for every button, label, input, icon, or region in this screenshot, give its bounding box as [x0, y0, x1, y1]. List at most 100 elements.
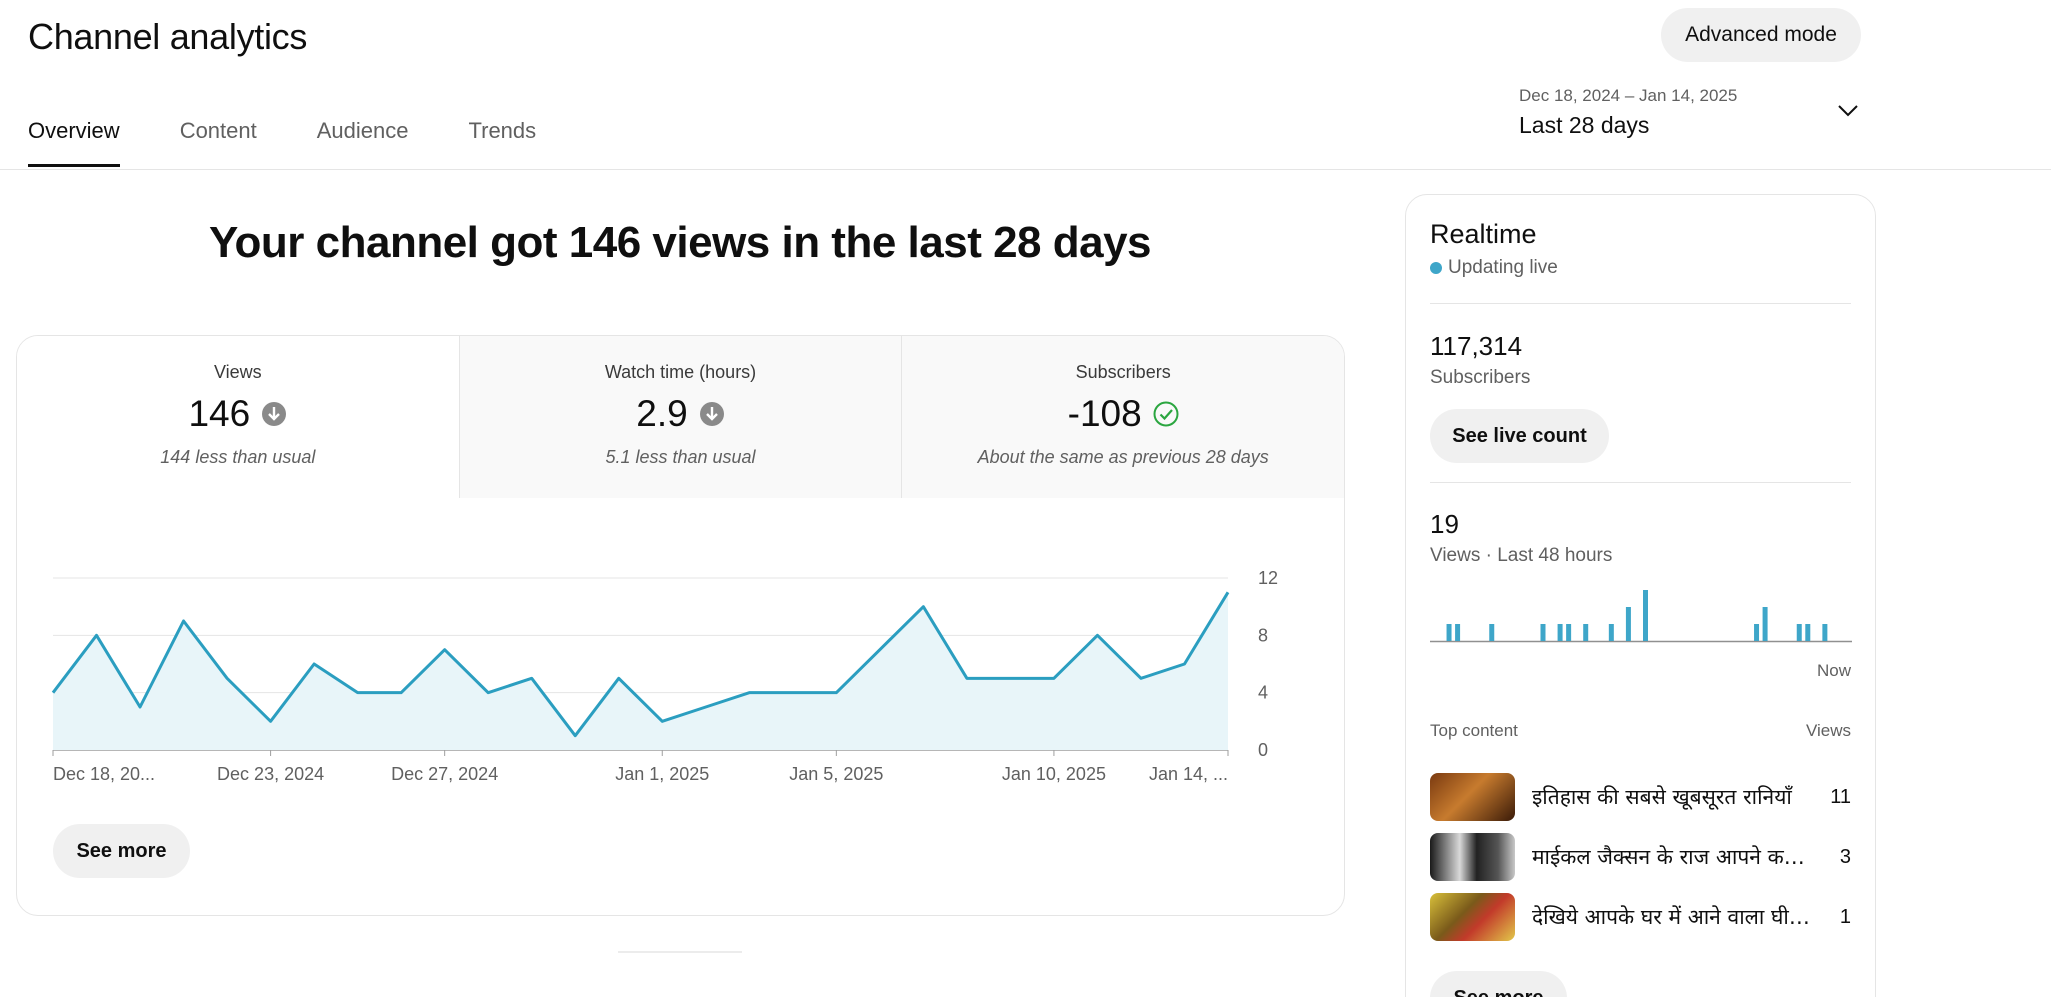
- realtime-bar[interactable]: [1540, 624, 1546, 641]
- tab-audience[interactable]: Audience: [316, 118, 409, 143]
- data-point[interactable]: [268, 718, 274, 724]
- data-point[interactable]: [920, 604, 926, 610]
- date-range-picker[interactable]: Dec 18, 2024 – Jan 14, 2025 Last 28 days: [1519, 86, 1859, 146]
- date-range-label: Last 28 days: [1519, 112, 1650, 138]
- metric-label: Subscribers: [1075, 362, 1171, 382]
- realtime-bar[interactable]: [1608, 624, 1614, 641]
- data-point[interactable]: [1007, 675, 1013, 681]
- data-point[interactable]: [833, 690, 839, 696]
- x-tick-label: Dec 27, 2024: [391, 764, 498, 784]
- data-point[interactable]: [1225, 589, 1231, 595]
- realtime-bar[interactable]: [1643, 590, 1648, 641]
- area-fill: [53, 592, 1228, 750]
- data-point[interactable]: [94, 632, 100, 638]
- data-point[interactable]: [311, 661, 317, 667]
- realtime-see-more-button[interactable]: See more: [1430, 971, 1567, 997]
- metric-label: Watch time (hours): [604, 362, 757, 382]
- divider: [1430, 482, 1851, 483]
- x-tick-label: Jan 14, ...: [1149, 764, 1228, 784]
- realtime-bar[interactable]: [1489, 624, 1495, 641]
- data-point[interactable]: [746, 690, 752, 696]
- metric-views[interactable]: Views 146 144 less than usual: [17, 336, 459, 498]
- data-point[interactable]: [485, 690, 491, 696]
- video-views: 1: [1839, 905, 1851, 928]
- data-point[interactable]: [1094, 632, 1100, 638]
- realtime-bar[interactable]: [1446, 624, 1452, 641]
- data-point[interactable]: [1181, 661, 1187, 667]
- x-tick-label: Dec 23, 2024: [217, 764, 324, 784]
- top-content-list: इतिहास की सबसे खूबसूरत रानियाँ 11 माईकल …: [1430, 773, 1851, 953]
- data-point[interactable]: [877, 647, 883, 653]
- data-point[interactable]: [181, 618, 187, 624]
- metric-value: -108: [1067, 393, 1142, 434]
- tab-overview[interactable]: Overview: [28, 118, 120, 167]
- see-live-count-button[interactable]: See live count: [1430, 409, 1609, 463]
- data-point[interactable]: [790, 690, 796, 696]
- realtime-status-text: Updating live: [1448, 257, 1558, 278]
- top-content-item[interactable]: माईकल जैक्सन के राज आपने कहीं नहीं सुने …: [1430, 833, 1851, 881]
- video-title: देखिये आपके घर में आने वाला घी कैसे बनता…: [1532, 905, 1811, 929]
- arrow-down-icon: [262, 402, 287, 426]
- realtime-title: Realtime: [1430, 219, 1537, 249]
- subscribers-count: 117,314: [1430, 331, 1523, 361]
- realtime-bar[interactable]: [1822, 624, 1828, 641]
- metric-watch-time[interactable]: Watch time (hours) 2.9 5.1 less than usu…: [458, 336, 902, 498]
- x-tick-label: Dec 18, 20...: [53, 764, 155, 784]
- data-point[interactable]: [398, 690, 404, 696]
- data-point[interactable]: [703, 704, 709, 710]
- data-point[interactable]: [964, 675, 970, 681]
- x-tick-label: Jan 10, 2025: [1002, 764, 1106, 784]
- data-point[interactable]: [1051, 675, 1057, 681]
- metric-label: Views: [213, 362, 262, 382]
- metric-tabs: Views 146 144 less than usual Watch time…: [17, 336, 1344, 498]
- video-title: माईकल जैक्सन के राज आपने कहीं नहीं सुने …: [1532, 845, 1811, 869]
- data-point[interactable]: [224, 675, 230, 681]
- chevron-down-icon: [1838, 105, 1858, 117]
- data-point[interactable]: [442, 647, 448, 653]
- pager-indicator: [618, 951, 742, 953]
- top-content-item[interactable]: इतिहास की सबसे खूबसूरत रानियाँ 11: [1430, 773, 1851, 821]
- realtime-bar[interactable]: [1625, 607, 1631, 641]
- metric-note: 5.1 less than usual: [605, 447, 756, 467]
- advanced-mode-button[interactable]: Advanced mode: [1661, 8, 1861, 62]
- now-label: Now: [1816, 661, 1851, 680]
- metric-subscribers[interactable]: Subscribers -108 About the same as previ…: [901, 336, 1344, 498]
- metric-value: 2.9: [636, 393, 688, 434]
- top-content-label: Top content: [1430, 721, 1518, 740]
- tab-content[interactable]: Content: [179, 118, 257, 143]
- see-more-button[interactable]: See more: [53, 824, 190, 878]
- realtime-bar[interactable]: [1762, 607, 1768, 641]
- top-content-item[interactable]: देखिये आपके घर में आने वाला घी कैसे बनता…: [1430, 893, 1851, 941]
- realtime-card: Realtime Updating live 117,314 Subscribe…: [1405, 194, 1876, 997]
- views-column-label: Views: [1805, 721, 1851, 740]
- realtime-bar[interactable]: [1754, 624, 1760, 641]
- y-tick-label: 12: [1258, 568, 1278, 588]
- realtime-bar[interactable]: [1566, 624, 1572, 641]
- y-tick-label: 8: [1258, 625, 1268, 645]
- realtime-bar[interactable]: [1583, 624, 1589, 641]
- divider: [1430, 303, 1851, 304]
- realtime-bar[interactable]: [1796, 624, 1802, 641]
- data-point[interactable]: [355, 690, 361, 696]
- tab-trends[interactable]: Trends: [468, 118, 537, 143]
- data-point[interactable]: [137, 704, 143, 710]
- data-point[interactable]: [572, 733, 578, 739]
- data-point[interactable]: [50, 690, 56, 696]
- metric-note: About the same as previous 28 days: [977, 447, 1269, 467]
- metric-note: 144 less than usual: [160, 447, 316, 467]
- y-tick-label: 0: [1258, 740, 1268, 760]
- page-title: Channel analytics: [28, 16, 308, 57]
- data-point[interactable]: [616, 675, 622, 681]
- realtime-bar[interactable]: [1557, 624, 1563, 641]
- realtime-views-count: 19: [1430, 509, 1459, 539]
- realtime-bar[interactable]: [1805, 624, 1811, 641]
- data-point[interactable]: [659, 718, 665, 724]
- check-circle-icon: [1153, 401, 1179, 427]
- data-point[interactable]: [1138, 675, 1144, 681]
- video-thumbnail: [1430, 893, 1515, 941]
- realtime-status: Updating live: [1430, 257, 1558, 279]
- realtime-bar[interactable]: [1455, 624, 1461, 641]
- data-point[interactable]: [529, 675, 535, 681]
- date-range-text: Dec 18, 2024 – Jan 14, 2025: [1519, 86, 1738, 105]
- tab-bar: Overview Content Audience Trends: [28, 118, 596, 167]
